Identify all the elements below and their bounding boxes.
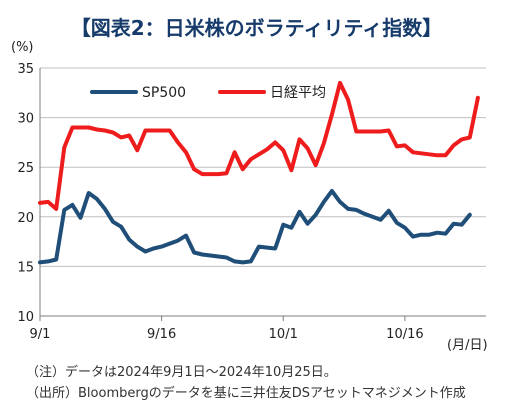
series-layer [38, 80, 480, 265]
y-tick-label-30: 30 [17, 112, 34, 127]
legend-label-0: SP500 [142, 85, 186, 101]
axis-layer: 10 15 20 25 30 35 9/1 9/16 10/1 10/16 [17, 62, 486, 342]
chart-title: 【図表2：日米株のボラティリティ指数】 [70, 16, 443, 40]
footnote-source: （出所）Bloombergのデータを基に三井住友DSアセットマネジメント作成 [26, 386, 466, 401]
x-tick-label-3: 10/16 [386, 327, 423, 342]
x-tick-label-0: 9/1 [30, 327, 51, 342]
y-tick-label-20: 20 [17, 211, 34, 226]
series-line-0 [38, 189, 472, 265]
grid-layer [40, 67, 486, 267]
y-tick-label-10: 10 [17, 310, 34, 325]
y-tick-label-25: 25 [17, 161, 34, 176]
legend-layer: SP500 日経平均 [90, 85, 326, 101]
y-axis-unit: (%) [11, 40, 34, 55]
x-tick-label-1: 9/16 [147, 327, 176, 342]
x-tick-label-2: 10/1 [269, 327, 298, 342]
y-tick-label-15: 15 [17, 260, 34, 275]
series-line-1 [38, 80, 480, 211]
legend-label-1: 日経平均 [270, 85, 326, 101]
x-axis-unit: (月/日) [447, 338, 488, 353]
y-tick-label-35: 35 [17, 62, 34, 77]
footnote-data-period: （注）データは2024年9月1日～2024年10月25日。 [26, 365, 337, 380]
